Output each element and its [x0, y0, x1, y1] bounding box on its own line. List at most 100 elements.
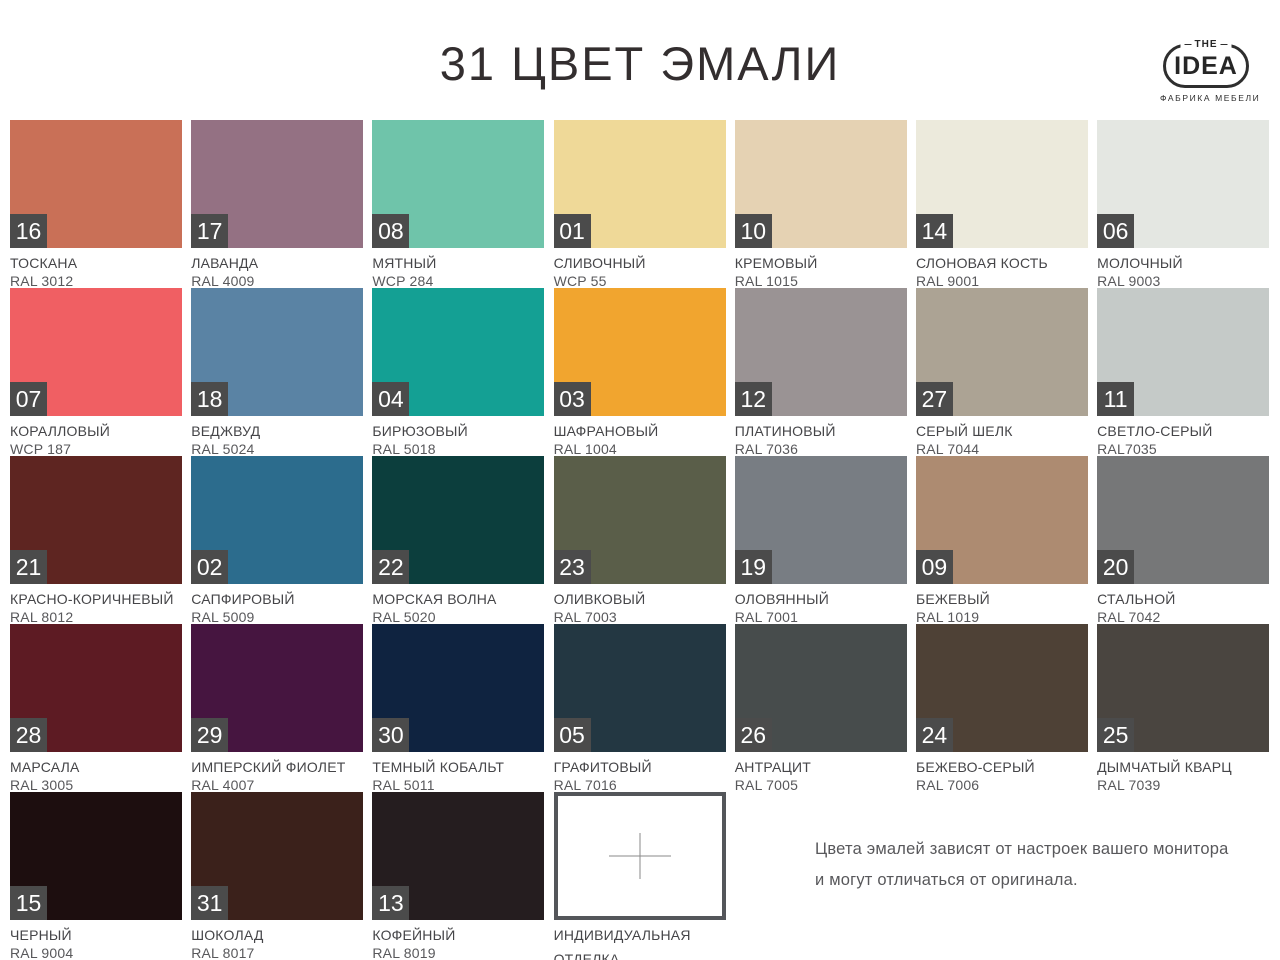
color-name: КРЕМОВЫЙ — [734, 255, 818, 271]
color-swatch: 07 — [10, 288, 182, 416]
color-number-badge: 07 — [10, 382, 47, 416]
color-swatch: 30 — [372, 624, 545, 752]
brand-logo: THE IDEA ФАБРИКА МЕБЕЛИ — [1160, 39, 1259, 103]
disclaimer-line-1: Цвета эмалей зависят от настроек вашего … — [815, 840, 1229, 858]
color-code: RAL 7006 — [915, 777, 980, 793]
color-name: МОЛОЧНЫЙ — [1097, 255, 1183, 271]
color-code: RAL 8012 — [10, 609, 74, 625]
color-code: RAL 1019 — [915, 609, 980, 625]
color-code: RAL 7001 — [734, 609, 799, 625]
color-number-badge: 06 — [1097, 214, 1135, 248]
logo-the-label: THE — [1194, 39, 1218, 50]
color-name: СВЕТЛО-СЕРЫЙ — [1097, 423, 1213, 439]
color-name: ОЛОВЯННЫЙ — [734, 591, 830, 607]
color-swatch: 14 — [915, 120, 1088, 248]
color-swatch: 15 — [10, 792, 182, 920]
custom-finish-cell: ИНДИВИДУАЛЬНАЯ ОТДЕЛКА — [553, 792, 726, 960]
color-swatch: 01 — [553, 120, 726, 248]
color-number-badge: 10 — [734, 214, 772, 248]
color-swatch: 09 — [915, 456, 1088, 584]
color-swatch: 18 — [191, 288, 364, 416]
color-swatch: 24 — [915, 624, 1088, 752]
color-swatch: 25 — [1097, 624, 1270, 752]
color-name: КОРАЛЛОВЫЙ — [10, 423, 110, 439]
disclaimer-line-2: и могут отличаться от оригинала. — [815, 871, 1078, 889]
color-code: RAL 5024 — [191, 441, 255, 457]
color-swatch: 13 — [372, 792, 545, 920]
plus-icon — [558, 796, 722, 916]
color-name: ДЫМЧАТЫЙ КВАРЦ — [1097, 759, 1232, 775]
color-number-badge: 09 — [915, 550, 953, 584]
color-name: СЕРЫЙ ШЕЛК — [915, 423, 1013, 439]
color-name: ТОСКАНА — [10, 255, 78, 271]
color-code: RAL 1015 — [734, 273, 799, 289]
color-code: RAL 7036 — [734, 441, 799, 457]
color-swatch: 31 — [191, 792, 364, 920]
color-swatch-cell: 21 КРАСНО-КОРИЧНЕВЫЙ RAL 8012 — [10, 456, 182, 625]
color-code: RAL 9001 — [915, 273, 980, 289]
color-code: WCP 55 — [553, 273, 607, 289]
color-number-badge: 17 — [191, 214, 229, 248]
color-swatch-cell: 10 КРЕМОВЫЙ RAL 1015 — [734, 120, 907, 289]
color-code: RAL 9003 — [1097, 273, 1161, 289]
color-code: RAL 4009 — [191, 273, 255, 289]
color-code: RAL 3012 — [10, 273, 74, 289]
color-number-badge: 23 — [553, 550, 591, 584]
color-name: КОФЕЙНЫЙ — [372, 927, 456, 943]
logo-dash-right — [1220, 44, 1228, 45]
page-title: 31 ЦВЕТ ЭМАЛИ — [439, 37, 841, 90]
color-swatch: 16 — [10, 120, 182, 248]
color-code: RAL 7044 — [915, 441, 980, 457]
color-swatch-cell: 15 ЧЕРНЫЙ RAL 9004 — [10, 792, 182, 960]
color-name: СЛОНОВАЯ КОСТЬ — [915, 255, 1048, 271]
color-swatch-cell: 11 СВЕТЛО-СЕРЫЙ RAL7035 — [1097, 288, 1270, 457]
color-number-badge: 27 — [915, 382, 953, 416]
color-swatch-cell: 31 ШОКОЛАД RAL 8017 — [191, 792, 364, 960]
color-name: МОРСКАЯ ВОЛНА — [372, 591, 497, 607]
color-swatch-cell: 30 ТЕМНЫЙ КОБАЛЬТ RAL 5011 — [372, 624, 545, 793]
color-name: МАРСАЛА — [10, 759, 80, 775]
color-swatch-cell: 01 СЛИВОЧНЫЙ WCP 55 — [553, 120, 726, 289]
color-swatch-cell: 26 АНТРАЦИТ RAL 7005 — [734, 624, 907, 793]
color-swatch-cell: 17 ЛАВАНДА RAL 4009 — [191, 120, 364, 289]
color-name: СТАЛЬНОЙ — [1097, 591, 1176, 607]
color-number-badge: 20 — [1097, 550, 1135, 584]
color-number-badge: 16 — [10, 214, 47, 248]
logo-the-text: THE — [1180, 39, 1232, 50]
color-number-badge: 22 — [372, 550, 410, 584]
custom-finish-swatch — [553, 792, 726, 920]
color-code: RAL 3005 — [10, 777, 74, 793]
color-code: WCP 284 — [372, 273, 434, 289]
color-swatch-cell: 14 СЛОНОВАЯ КОСТЬ RAL 9001 — [915, 120, 1088, 289]
color-swatch: 12 — [734, 288, 907, 416]
color-code: RAL 7005 — [734, 777, 799, 793]
color-name: ЧЕРНЫЙ — [10, 927, 72, 943]
color-swatch: 17 — [191, 120, 364, 248]
color-swatch-cell: 28 МАРСАЛА RAL 3005 — [10, 624, 182, 793]
color-swatch-cell: 23 ОЛИВКОВЫЙ RAL 7003 — [553, 456, 726, 625]
color-grid: 16 ТОСКАНА RAL 3012 17 ЛАВАНДА RAL 4009 08 МЯТН… — [10, 120, 1270, 960]
logo-dash-left — [1184, 44, 1192, 45]
color-name: ГРАФИТОВЫЙ — [553, 759, 652, 775]
color-name: ВЕДЖВУД — [191, 423, 261, 439]
color-number-badge: 19 — [734, 550, 772, 584]
color-code: RAL 5018 — [372, 441, 436, 457]
color-number-badge: 21 — [10, 550, 47, 584]
color-code: RAL7035 — [1097, 441, 1157, 457]
color-swatch: 08 — [372, 120, 545, 248]
color-number-badge: 26 — [734, 718, 772, 752]
color-name: СЛИВОЧНЫЙ — [553, 255, 646, 271]
color-swatch: 28 — [10, 624, 182, 752]
color-swatch: 20 — [1097, 456, 1270, 584]
color-code: RAL 5009 — [191, 609, 255, 625]
color-swatch-cell: 08 МЯТНЫЙ WCP 284 — [372, 120, 545, 289]
color-number-badge: 15 — [10, 886, 47, 920]
color-name: БИРЮЗОВЫЙ — [372, 423, 468, 439]
color-code: RAL 4007 — [191, 777, 255, 793]
color-swatch-cell: 27 СЕРЫЙ ШЕЛК RAL 7044 — [915, 288, 1088, 457]
color-swatch: 21 — [10, 456, 182, 584]
color-swatch-cell: 05 ГРАФИТОВЫЙ RAL 7016 — [553, 624, 726, 793]
color-name: ТЕМНЫЙ КОБАЛЬТ — [372, 759, 505, 775]
color-swatch-cell: 20 СТАЛЬНОЙ RAL 7042 — [1097, 456, 1270, 625]
color-swatch-cell: 16 ТОСКАНА RAL 3012 — [10, 120, 182, 289]
